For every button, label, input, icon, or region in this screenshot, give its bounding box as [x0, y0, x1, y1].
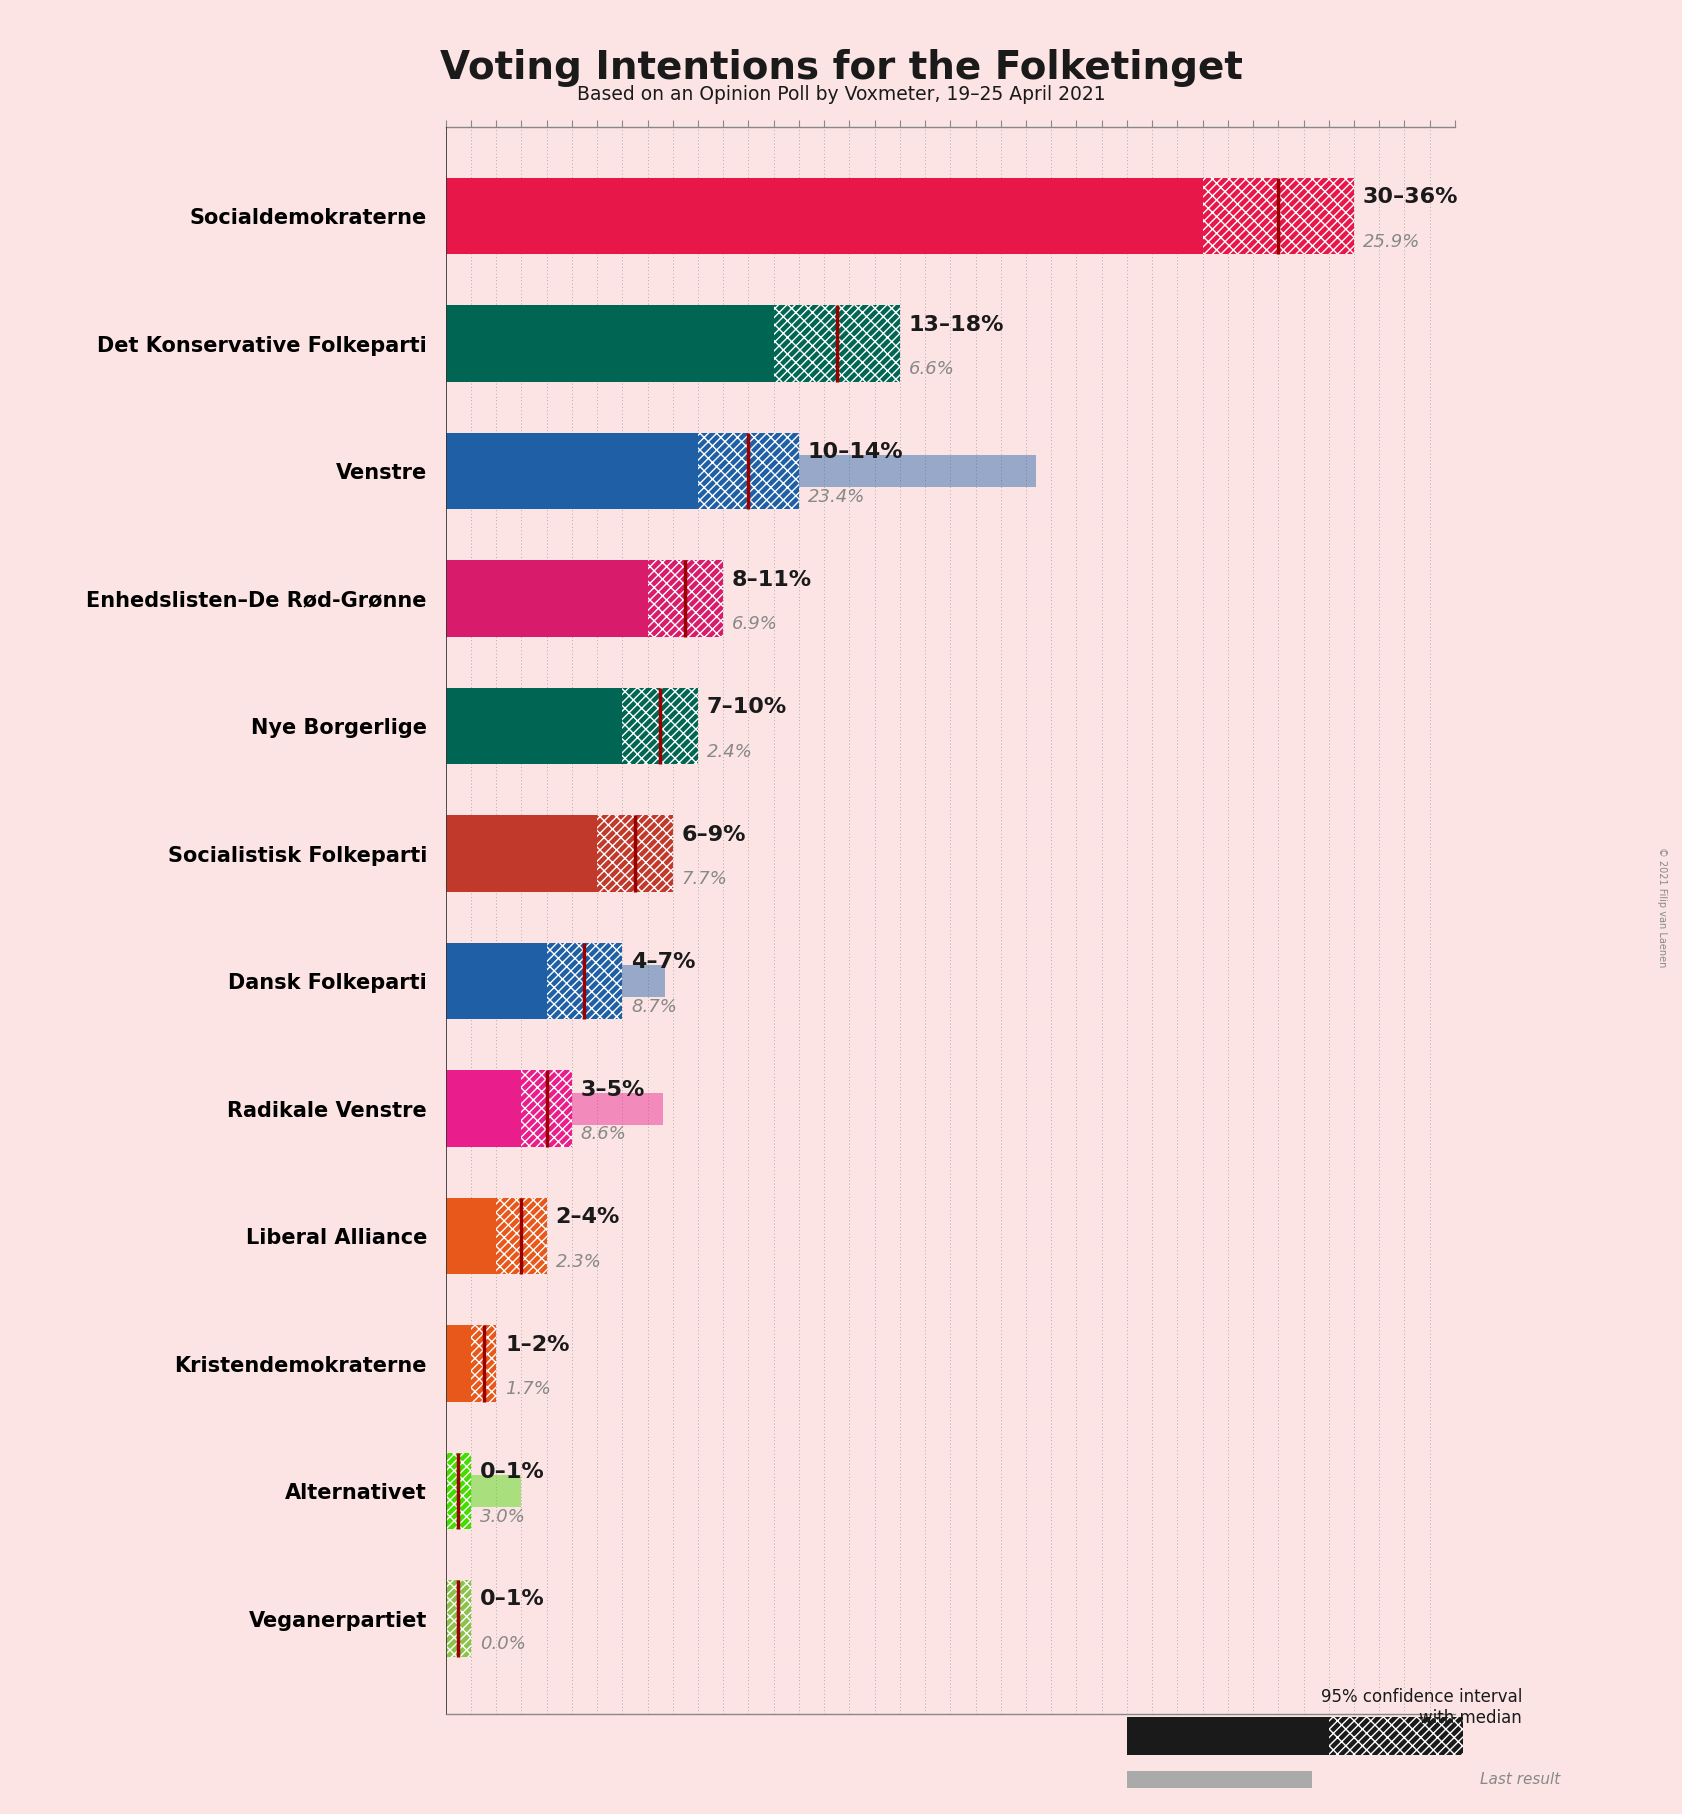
Text: Last result: Last result [1480, 1772, 1561, 1787]
Bar [446, 709, 506, 742]
Bar [446, 838, 639, 869]
Bar [446, 328, 612, 359]
Text: 25.9%: 25.9% [1362, 232, 1420, 250]
Text: 23.4%: 23.4% [807, 488, 865, 506]
Text: 95% confidence interval
with median: 95% confidence interval with median [1320, 1689, 1522, 1727]
Bar [446, 1348, 488, 1380]
Text: 7.7%: 7.7% [681, 871, 728, 889]
Bar [446, 1453, 471, 1529]
Text: Based on an Opinion Poll by Voxmeter, 19–25 April 2021: Based on an Opinion Poll by Voxmeter, 19… [577, 85, 1105, 103]
Text: 1–2%: 1–2% [505, 1335, 570, 1355]
Bar [446, 434, 698, 510]
Text: 13–18%: 13–18% [908, 314, 1004, 334]
Text: 2.4%: 2.4% [706, 742, 754, 760]
Bar [1127, 1770, 1312, 1789]
Bar [446, 1197, 496, 1275]
Bar [521, 1070, 572, 1146]
Text: 10–14%: 10–14% [807, 443, 903, 463]
Bar [446, 1221, 505, 1252]
Text: © 2021 Filip van Laenen: © 2021 Filip van Laenen [1657, 847, 1667, 967]
Bar [446, 1092, 663, 1125]
Text: 4–7%: 4–7% [631, 952, 696, 972]
Bar [547, 943, 622, 1019]
Bar [446, 305, 774, 383]
Bar [1127, 1718, 1329, 1756]
Text: 2.3%: 2.3% [555, 1253, 602, 1270]
Bar [496, 1197, 547, 1275]
Text: 6.6%: 6.6% [908, 361, 955, 377]
Text: 7–10%: 7–10% [706, 697, 787, 717]
Bar [471, 1326, 496, 1402]
Bar [446, 582, 619, 615]
Text: 3.0%: 3.0% [479, 1507, 526, 1526]
Text: 6–9%: 6–9% [681, 825, 747, 845]
Bar [446, 455, 1036, 488]
Bar [446, 561, 648, 637]
Bar [446, 1475, 521, 1507]
Text: 1.7%: 1.7% [505, 1380, 552, 1399]
Text: 30–36%: 30–36% [1362, 187, 1458, 207]
Bar [446, 1326, 471, 1402]
Bar [446, 943, 547, 1019]
Bar [774, 305, 900, 383]
Bar [446, 1070, 521, 1146]
Bar [597, 816, 673, 892]
Text: 0–1%: 0–1% [479, 1589, 545, 1609]
Text: 8–11%: 8–11% [732, 570, 812, 590]
Text: 8.7%: 8.7% [631, 998, 678, 1016]
Text: 6.9%: 6.9% [732, 615, 779, 633]
Bar [622, 688, 698, 764]
Bar [648, 561, 723, 637]
Bar [446, 816, 597, 892]
Bar [446, 688, 622, 764]
Bar [446, 1580, 471, 1656]
Bar [1203, 178, 1354, 254]
Text: 2–4%: 2–4% [555, 1206, 621, 1226]
Text: Voting Intentions for the Folketinget: Voting Intentions for the Folketinget [439, 49, 1243, 87]
Bar [446, 178, 1203, 254]
Text: 0.0%: 0.0% [479, 1634, 526, 1653]
Bar [1329, 1718, 1463, 1756]
Bar [446, 965, 664, 998]
Bar [446, 200, 1100, 232]
Bar [698, 434, 799, 510]
Text: 0–1%: 0–1% [479, 1462, 545, 1482]
Text: 3–5%: 3–5% [580, 1079, 646, 1099]
Text: 8.6%: 8.6% [580, 1125, 627, 1143]
